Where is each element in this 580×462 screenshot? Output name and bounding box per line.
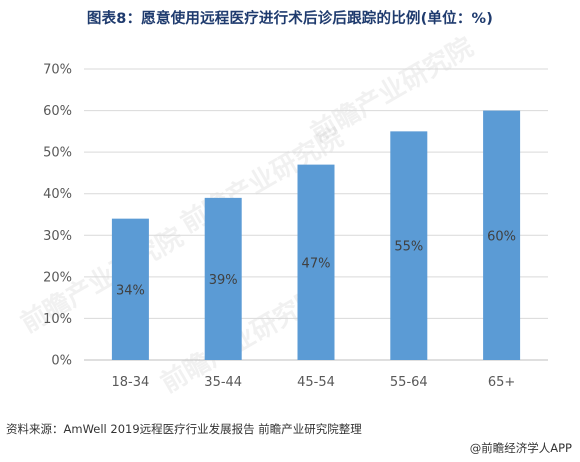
y-tick-label: 30% xyxy=(43,229,72,244)
data-label: 34% xyxy=(116,283,145,298)
bar xyxy=(111,218,149,360)
source-note: 资料来源：AmWell 2019远程医疗行业发展报告 前瞻产业研究院整理 xyxy=(6,422,362,436)
x-tick-label: 55-64 xyxy=(390,375,428,390)
chart-title: 图表8：愿意使用远程医疗进行术后诊后跟踪的比例(单位：%) xyxy=(86,11,494,27)
credit-label: @前瞻经济学人APP xyxy=(469,441,572,455)
y-tick-label: 20% xyxy=(43,270,72,285)
data-label: 39% xyxy=(209,273,238,288)
data-label: 55% xyxy=(394,240,423,255)
y-tick-label: 0% xyxy=(51,354,72,369)
y-tick-label: 10% xyxy=(43,312,72,327)
x-tick-label: 65+ xyxy=(488,375,515,390)
y-tick-label: 70% xyxy=(43,63,72,78)
y-tick-label: 50% xyxy=(43,146,72,161)
x-tick-label: 18-34 xyxy=(112,375,150,390)
data-label: 60% xyxy=(487,229,516,244)
bar xyxy=(483,110,521,360)
x-tick-label: 35-44 xyxy=(204,375,242,390)
y-tick-label: 40% xyxy=(43,187,72,202)
x-tick-label: 45-54 xyxy=(297,375,335,390)
bar xyxy=(297,164,335,360)
data-label: 47% xyxy=(302,256,331,271)
bar xyxy=(390,131,428,360)
bar xyxy=(204,197,242,360)
y-tick-label: 60% xyxy=(43,104,72,119)
